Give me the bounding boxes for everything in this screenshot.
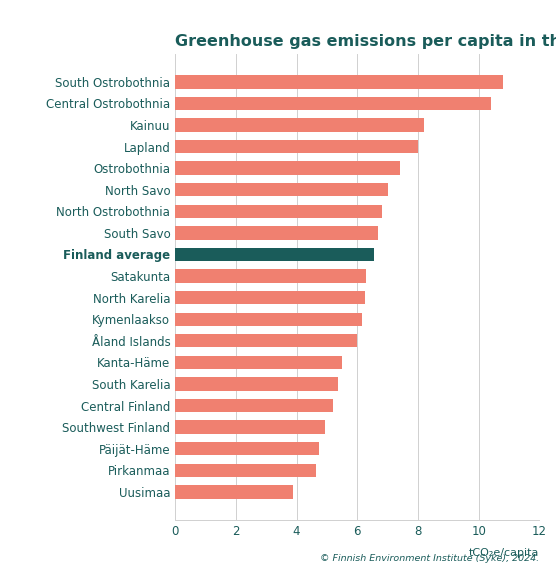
Text: Greenhouse gas emissions per capita in the regions in 2022: Greenhouse gas emissions per capita in t… bbox=[175, 35, 556, 49]
Bar bbox=[175, 334, 358, 348]
Bar bbox=[175, 420, 325, 434]
Text: © Finnish Environment Institute (Syke), 2024.: © Finnish Environment Institute (Syke), … bbox=[320, 554, 539, 563]
Bar bbox=[175, 75, 503, 89]
Bar bbox=[175, 183, 388, 197]
Bar bbox=[175, 312, 362, 326]
Bar bbox=[175, 97, 491, 110]
Bar bbox=[175, 485, 294, 499]
Bar bbox=[175, 291, 365, 304]
Bar bbox=[175, 399, 333, 412]
Bar bbox=[175, 377, 337, 391]
Bar bbox=[175, 269, 366, 283]
Bar bbox=[175, 161, 400, 175]
Bar bbox=[175, 442, 319, 456]
Bar bbox=[175, 204, 381, 218]
Bar bbox=[175, 356, 342, 369]
Bar bbox=[175, 463, 316, 477]
Bar bbox=[175, 140, 418, 153]
Bar bbox=[175, 118, 424, 132]
Bar bbox=[175, 226, 379, 240]
Bar bbox=[175, 248, 374, 261]
X-axis label: tCO₂e/capita: tCO₂e/capita bbox=[469, 548, 539, 558]
